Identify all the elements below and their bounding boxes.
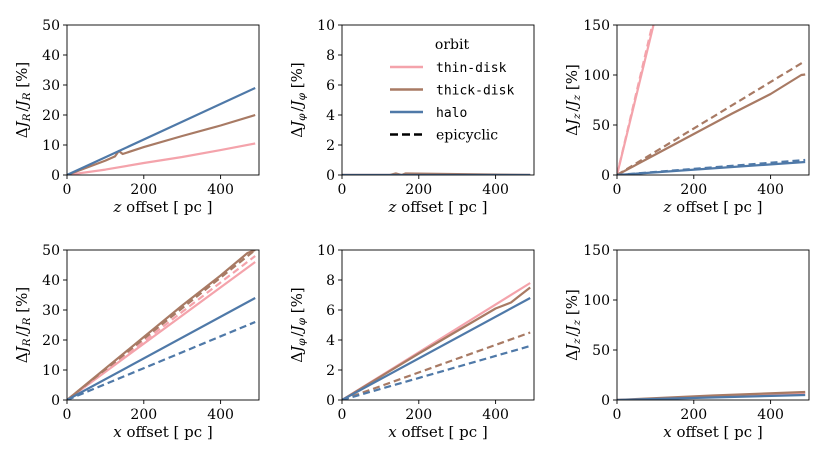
x-tick-label: 0 [338, 182, 347, 198]
x-tick-label: 200 [130, 182, 157, 198]
x-axis-label: z offset [ pc ] [388, 198, 488, 216]
y-axis-label: ΔJz/Jz [%] [563, 289, 583, 361]
y-tick-label: 0 [326, 393, 335, 409]
y-tick-label: 10 [42, 138, 60, 154]
y-tick-label: 0 [51, 393, 60, 409]
series-thick-disk [342, 286, 531, 400]
x-tick-label: 200 [405, 407, 432, 423]
y-tick-label: 6 [326, 78, 335, 94]
y-tick-label: 4 [326, 333, 335, 349]
y-tick-label: 50 [42, 243, 60, 259]
series-halo-epicyclic [67, 320, 256, 400]
panel-row1-col3: 0 200 400 0 50 100 150 z offset [ pc ] ΔJz/Jz [%… [563, 18, 810, 216]
x-tick-label: 200 [405, 182, 432, 198]
y-tick-label: 50 [592, 343, 610, 359]
x-tick-label: 400 [207, 182, 234, 198]
panel-row1-col2: 0 200 400 0 2 4 6 8 10 z offset [ pc ] ΔJφ/Jφ [%] [288, 18, 535, 216]
series-thick-disk-epicyclic [342, 331, 531, 400]
x-axis-label: x offset [ pc ] [663, 423, 763, 441]
x-tick-label: 400 [482, 182, 509, 198]
y-tick-label: 0 [51, 168, 60, 184]
series-thick-disk [617, 73, 806, 175]
x-tick-label: 0 [63, 182, 72, 198]
x-tick-label: 200 [680, 407, 707, 423]
y-tick-label: 20 [42, 333, 60, 349]
series-halo [67, 297, 256, 400]
x-axis-label: z offset [ pc ] [663, 198, 763, 216]
y-axis-label: ΔJz/Jz [%] [563, 64, 583, 136]
y-tick-label: 2 [326, 363, 335, 379]
y-tick-label: 150 [583, 18, 610, 34]
panel-row2-col2: 0 200 400 0 2 4 6 8 10 x offset [ pc ] ΔJφ/Jφ [%] [288, 243, 535, 441]
y-tick-label: 40 [42, 273, 60, 289]
y-axis-label: ΔJφ/Jφ [%] [288, 62, 308, 137]
legend: orbit thin-disk thick-disk halo epicyclic [390, 37, 514, 144]
x-axis-label: x offset [ pc ] [113, 423, 213, 441]
series-thick-disk-epicyclic [67, 250, 256, 400]
series-halo [617, 393, 806, 400]
axes-frame [616, 249, 810, 401]
series-thin-disk-epicyclic [617, 25, 654, 175]
x-tick-label: 0 [613, 182, 622, 198]
x-tick-label: 200 [130, 407, 157, 423]
axes-frame [341, 249, 535, 401]
y-tick-label: 0 [601, 168, 610, 184]
y-tick-label: 10 [317, 243, 335, 259]
y-axis-label: ΔJR/JR [%] [13, 62, 33, 138]
y-tick-label: 100 [583, 68, 610, 84]
y-tick-label: 8 [326, 273, 335, 289]
legend-label-epicyclic: epicyclic [436, 128, 498, 144]
y-tick-label: 2 [326, 138, 335, 154]
axes-frame [616, 24, 810, 176]
y-tick-label: 0 [601, 393, 610, 409]
legend-label-thin-disk: thin-disk [436, 61, 507, 76]
series-thin-disk [67, 142, 256, 175]
y-tick-label: 100 [583, 293, 610, 309]
axes-frame [341, 24, 535, 176]
y-tick-label: 10 [317, 18, 335, 34]
y-tick-label: 10 [42, 363, 60, 379]
x-tick-label: 200 [680, 182, 707, 198]
series-thick-disk-epicyclic [617, 60, 806, 175]
y-tick-label: 4 [326, 108, 335, 124]
y-tick-label: 8 [326, 48, 335, 64]
legend-title: orbit [435, 37, 470, 53]
y-tick-label: 0 [326, 168, 335, 184]
x-tick-label: 0 [63, 407, 72, 423]
y-tick-label: 30 [42, 303, 60, 319]
x-tick-label: 400 [207, 407, 234, 423]
panel-row1-col1: 0 200 400 0 10 20 30 40 50 z offset [ pc ] ΔJR/JR … [13, 18, 260, 216]
legend-label-halo: halo [436, 106, 467, 121]
x-axis-label: z offset [ pc ] [113, 198, 213, 216]
x-tick-label: 0 [338, 407, 347, 423]
y-tick-label: 6 [326, 303, 335, 319]
y-tick-label: 20 [42, 108, 60, 124]
legend-label-thick-disk: thick-disk [436, 84, 514, 99]
y-tick-label: 40 [42, 48, 60, 64]
axes-frame [66, 249, 260, 401]
axes-frame [66, 24, 260, 176]
series-halo [67, 87, 256, 175]
series-halo-epicyclic [342, 344, 531, 400]
y-axis-label: ΔJφ/Jφ [%] [288, 287, 308, 362]
panel-row2-col3: 0 200 400 0 50 100 150 x offset [ pc ] ΔJz/Jz [%… [563, 243, 810, 441]
y-tick-label: 150 [583, 243, 610, 259]
x-axis-label: x offset [ pc ] [388, 423, 488, 441]
x-tick-label: 400 [482, 407, 509, 423]
y-tick-label: 30 [42, 78, 60, 94]
series-halo-epicyclic [617, 158, 806, 175]
panel-row2-col1: 0 200 400 0 10 20 30 40 50 x offset [ pc ] ΔJR/JR … [13, 243, 260, 441]
y-tick-label: 50 [42, 18, 60, 34]
y-tick-label: 50 [592, 118, 610, 134]
x-tick-label: 400 [757, 407, 784, 423]
series-thick-disk [67, 113, 256, 175]
x-tick-label: 400 [757, 182, 784, 198]
series-halo [342, 297, 531, 400]
x-tick-label: 0 [613, 407, 622, 423]
y-axis-label: ΔJR/JR [%] [13, 287, 33, 363]
